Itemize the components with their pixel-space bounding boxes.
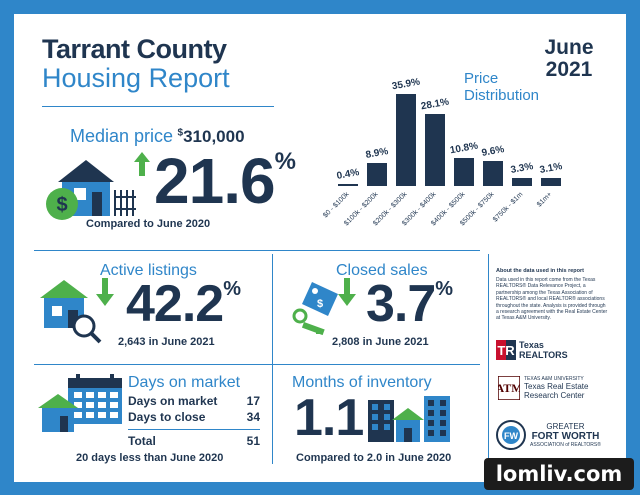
inventory-label: Months of inventory (292, 374, 432, 391)
days-caption: 20 days less than June 2020 (76, 452, 224, 464)
tamu-line2: Research Center (524, 391, 585, 400)
divider-sidebar (488, 254, 489, 464)
active-percent: % (223, 278, 242, 300)
key-tag-icon: $ (292, 278, 356, 336)
distribution-bar (541, 178, 561, 186)
about-body: Data used in this report come from the T… (496, 277, 608, 322)
house-search-icon (40, 278, 114, 344)
house-money-icon: $ (46, 152, 150, 220)
median-price-value: 310,000 (183, 127, 245, 146)
median-price-label: Median price (70, 126, 174, 146)
median-price-dollar: $ (177, 127, 184, 139)
svg-text:$: $ (56, 194, 67, 216)
days-row-market: Days on market 17 (128, 394, 260, 408)
svg-text:ATM: ATM (498, 381, 520, 395)
texas-realtors-logo: TR Texas REALTORS (496, 340, 568, 360)
distribution-bar (454, 158, 474, 186)
inventory-caption: Compared to 2.0 in June 2020 (296, 452, 452, 464)
closed-caption: 2,808 in June 2021 (332, 336, 429, 348)
distribution-bar (367, 163, 387, 186)
divider-row2 (34, 364, 480, 365)
svg-text:FW: FW (504, 431, 518, 441)
tamu-line1: Texas Real Estate (524, 382, 589, 391)
distribution-bar (396, 94, 416, 186)
report-card: Tarrant County Housing Report June 2021 … (14, 14, 626, 482)
about-section: About the data used in this report Data … (496, 268, 608, 322)
title-line2: Housing Report (42, 63, 230, 93)
texas-realtors-text: Texas REALTORS (519, 340, 568, 360)
date-year: 2021 (545, 58, 593, 81)
distribution-value-label: 8.9% (364, 146, 390, 162)
distribution-bar (512, 177, 532, 186)
days-row-close: Days to close 34 (128, 410, 260, 424)
active-caption: 2,643 in June 2021 (118, 336, 215, 348)
gfw-line3: ASSOCIATION of REALTORS® (530, 442, 601, 448)
days-row-value: 51 (246, 434, 260, 448)
price-distribution-chart: 0.4% $0 - $100k 8.9% $100k - $200k 35.9% $200… (322, 70, 574, 250)
inventory-value: 1.1 (294, 389, 364, 447)
svg-text:TR: TR (497, 343, 515, 358)
report-date: June 2021 (538, 36, 600, 82)
median-change-percent: % (274, 148, 296, 175)
gfw-line2: FORT WORTH (531, 431, 600, 442)
active-label: Active listings (100, 262, 197, 279)
days-row-label: Total (128, 434, 156, 448)
tamu-mark-icon: ATM (498, 376, 520, 400)
title-divider (42, 106, 274, 107)
median-change: 21.6% (154, 144, 296, 218)
tamu-small-text: TEXAS A&M UNIVERSITY (524, 376, 584, 382)
svg-text:$: $ (317, 298, 323, 310)
closed-percent: % (435, 278, 454, 300)
divider-row1 (34, 250, 480, 251)
gfw-line1: GREATER (546, 422, 585, 431)
distribution-value-label: 0.4% (335, 167, 361, 182)
report-title: Tarrant County Housing Report (42, 34, 230, 94)
distribution-title-line2: Distribution (464, 87, 540, 104)
about-heading: About the data used in this report (496, 268, 585, 274)
days-total-divider (128, 429, 260, 430)
days-row-total: Total 51 (128, 434, 260, 448)
distribution-bar (425, 113, 445, 186)
distribution-value-label: 35.9% (391, 76, 421, 93)
distribution-title-line1: Price (464, 70, 499, 87)
median-change-value: 21.6 (154, 145, 276, 217)
days-row-value: 17 (246, 394, 260, 408)
distribution-title: Price Distribution (464, 70, 539, 104)
closed-label: Closed sales (336, 262, 428, 279)
gfw-logo: FW GREATER FORT WORTH ASSOCIATION of REA… (496, 420, 601, 450)
watermark-badge: lomliv.com (484, 458, 634, 490)
calendar-house-icon (38, 374, 122, 432)
distribution-value-label: 28.1% (420, 96, 450, 113)
gfw-seal-icon: FW (496, 420, 526, 450)
divider-col (272, 254, 273, 464)
active-change: 42.2% (126, 274, 241, 334)
texas-realtors-mark-icon: TR (496, 340, 516, 360)
days-label: Days on market (128, 374, 241, 391)
distribution-bar (483, 161, 503, 186)
days-row-label: Days on market (128, 394, 218, 408)
days-table: Days on market 17 Days to close 34 Total 51 (128, 394, 260, 448)
median-caption: Compared to June 2020 (86, 218, 211, 230)
days-row-label: Days to close (128, 410, 206, 424)
buildings-icon (368, 396, 450, 442)
tamu-logo: ATM TEXAS A&M UNIVERSITY Texas Real Esta… (498, 376, 588, 400)
closed-value: 3.7 (366, 275, 436, 333)
median-price-label-row: Median price $310,000 (70, 126, 245, 147)
closed-change: 3.7% (366, 274, 453, 334)
active-value: 42.2 (126, 275, 224, 333)
distribution-bar (338, 184, 358, 186)
title-line1: Tarrant County (42, 34, 227, 64)
date-month: June (544, 36, 594, 59)
days-row-value: 34 (246, 410, 260, 424)
